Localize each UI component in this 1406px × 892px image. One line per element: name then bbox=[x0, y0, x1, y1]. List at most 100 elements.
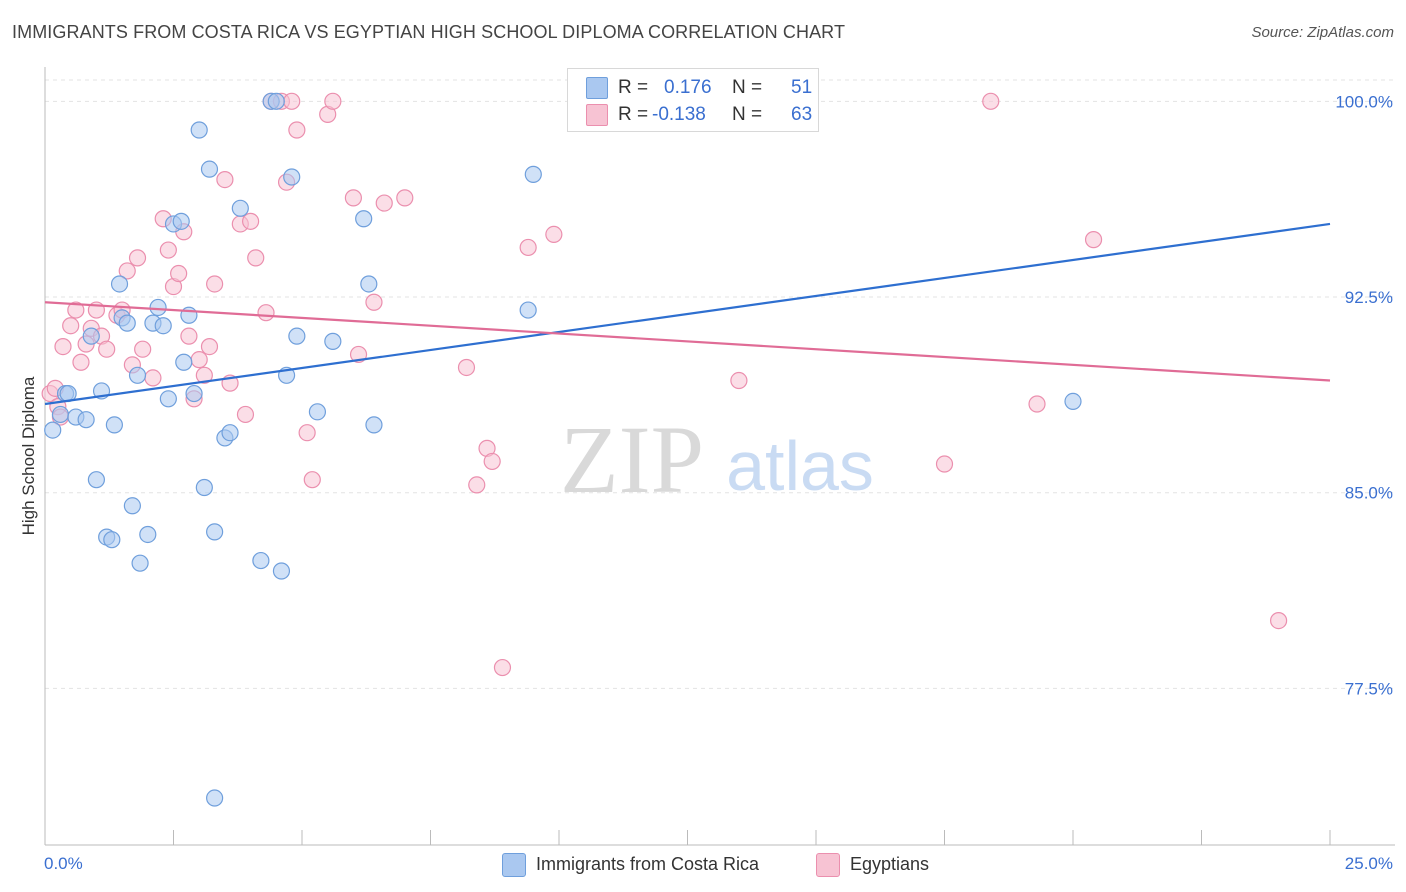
watermark-zip: ZIP bbox=[560, 406, 704, 513]
egyptians-point bbox=[118, 262, 136, 280]
egyptians-point bbox=[242, 212, 260, 230]
egyptians-point bbox=[545, 225, 563, 243]
legend-r-label: R = bbox=[618, 77, 649, 98]
egyptians-point bbox=[1084, 231, 1103, 249]
costa-rica-point bbox=[355, 210, 373, 228]
x-tick-label: 25.0% bbox=[1345, 854, 1393, 873]
costa-rica-point bbox=[206, 789, 224, 807]
egyptians-point bbox=[247, 249, 265, 267]
costa-rica-point bbox=[231, 199, 249, 217]
costa-rica-point bbox=[519, 301, 537, 319]
costa-rica-point bbox=[324, 332, 342, 350]
egyptians-point bbox=[144, 369, 162, 387]
costa-rica-point bbox=[139, 525, 157, 544]
egyptians-point bbox=[396, 189, 414, 207]
y-tick-label: 92.5% bbox=[1345, 288, 1393, 307]
legend-n-label: N = bbox=[732, 77, 763, 98]
costa-rica-point bbox=[103, 531, 121, 549]
egyptians-point bbox=[519, 238, 537, 257]
egyptians-point bbox=[200, 337, 219, 356]
egyptians-point bbox=[1028, 395, 1046, 413]
legend-n-label: N = bbox=[732, 104, 763, 125]
costa-rica-point bbox=[360, 275, 378, 293]
legend-r-value: 0.176 bbox=[664, 77, 712, 98]
egyptians-point bbox=[982, 92, 1000, 110]
legend-r-value: -0.138 bbox=[652, 104, 706, 125]
egyptians-trend-line bbox=[44, 301, 1331, 382]
egyptians-point bbox=[344, 189, 362, 207]
costa-rica-point bbox=[221, 424, 239, 442]
costa-rica-point bbox=[185, 384, 203, 403]
trend-lines bbox=[44, 222, 1331, 406]
x-tick-label: 0.0% bbox=[44, 854, 83, 873]
costa-rica-point bbox=[206, 523, 224, 541]
egyptians-point bbox=[206, 275, 224, 293]
costa-rica-point bbox=[272, 562, 291, 580]
costa-rica-trend-line bbox=[44, 222, 1331, 406]
egyptians-point bbox=[375, 194, 393, 212]
egyptians-point bbox=[62, 317, 80, 335]
egyptians-point bbox=[730, 371, 748, 390]
legend-swatch-pink bbox=[816, 853, 840, 877]
costa-rica-point bbox=[252, 551, 270, 570]
egyptians-point bbox=[170, 264, 188, 283]
egyptians-point bbox=[283, 92, 301, 110]
costa-rica-point bbox=[110, 275, 129, 293]
costa-rica-point bbox=[267, 92, 285, 110]
costa-rica-point bbox=[524, 165, 542, 183]
tick-labels: 77.5% 85.0% 92.5% 100.0% 0.0% 25.0% bbox=[44, 92, 1393, 873]
costa-rica-point bbox=[175, 353, 193, 371]
costa-rica-point bbox=[131, 554, 149, 572]
costa-rica-point bbox=[149, 298, 167, 317]
egyptians-point bbox=[236, 405, 255, 424]
costa-rica-point bbox=[159, 390, 177, 408]
grid-layer bbox=[45, 79, 1395, 689]
costa-rica-point bbox=[365, 416, 383, 434]
egyptians-point bbox=[365, 293, 383, 311]
egyptians-point bbox=[128, 249, 147, 267]
costa-rica-point bbox=[44, 421, 62, 439]
egyptians-point bbox=[195, 366, 213, 384]
costa-rica-point bbox=[51, 405, 70, 424]
costa-rica-point bbox=[123, 497, 141, 515]
egyptians-point bbox=[72, 353, 90, 371]
costa-rica-point bbox=[195, 478, 213, 497]
legend-n-value: 63 bbox=[791, 104, 813, 125]
costa-rica-point bbox=[118, 314, 136, 332]
y-tick-label: 77.5% bbox=[1345, 679, 1393, 698]
egyptians-point bbox=[468, 476, 486, 494]
egyptians-point bbox=[159, 241, 177, 259]
costa-rica-point bbox=[82, 327, 100, 345]
y-tick-label: 100.0% bbox=[1335, 92, 1393, 111]
legend-series-label: Egyptians bbox=[850, 854, 930, 874]
costa-rica-point bbox=[128, 366, 147, 384]
chart-title: IMMIGRANTS FROM COSTA RICA VS EGYPTIAN H… bbox=[12, 22, 846, 42]
legend-n-value: 51 bbox=[791, 77, 813, 98]
egyptians-points bbox=[41, 92, 1288, 677]
egyptians-point bbox=[324, 92, 342, 110]
costa-rica-point bbox=[1064, 392, 1082, 410]
source-credit: Source: ZipAtlas.com bbox=[1251, 24, 1394, 41]
egyptians-point bbox=[288, 121, 306, 139]
costa-rica-point bbox=[288, 327, 306, 345]
legend-r-label: R = bbox=[618, 104, 649, 125]
egyptians-point bbox=[303, 471, 321, 489]
egyptians-point bbox=[298, 424, 316, 442]
correlation-legend: R = 0.176 N = 51 R = -0.138 N = 63 bbox=[567, 68, 819, 132]
egyptians-point bbox=[67, 301, 85, 319]
costa-rica-point bbox=[172, 212, 190, 230]
costa-rica-point bbox=[200, 160, 219, 178]
egyptians-point bbox=[180, 327, 198, 345]
egyptians-point bbox=[935, 455, 954, 473]
watermark-atlas: atlas bbox=[726, 427, 874, 505]
egyptians-point bbox=[98, 340, 116, 358]
legend-swatch-blue bbox=[502, 853, 526, 877]
legend-series-label: Immigrants from Costa Rica bbox=[536, 854, 760, 874]
costa-rica-point bbox=[308, 403, 327, 421]
costa-rica-point bbox=[77, 411, 95, 429]
legend-swatch-blue bbox=[586, 77, 608, 99]
egyptians-point bbox=[190, 351, 208, 369]
legend-swatch-pink bbox=[586, 104, 608, 126]
egyptians-point bbox=[54, 337, 72, 356]
